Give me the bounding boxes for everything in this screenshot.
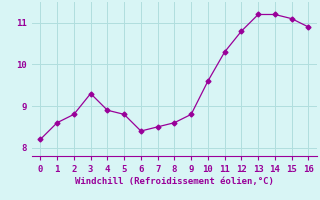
X-axis label: Windchill (Refroidissement éolien,°C): Windchill (Refroidissement éolien,°C) — [75, 177, 274, 186]
